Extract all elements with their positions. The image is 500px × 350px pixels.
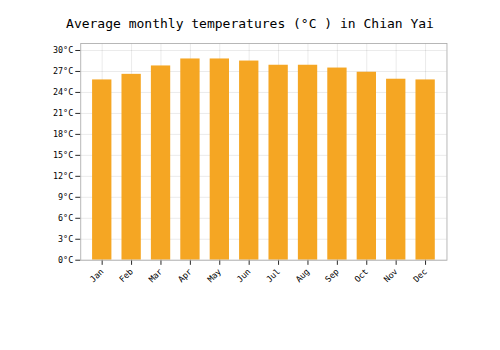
svg-text:Dec: Dec [411,266,429,284]
svg-text:Jul: Jul [264,266,282,284]
svg-text:27°C: 27°C [53,66,73,76]
svg-text:24°C: 24°C [53,87,73,97]
svg-text:6°C: 6°C [58,213,73,223]
svg-text:3°C: 3°C [58,234,73,244]
svg-text:Apr: Apr [176,266,194,284]
html-text:Average monthly temperatures (: Average monthly temperatures (°C ) in Ch… [66,16,434,31]
svg-text:30°C: 30°C [53,45,73,55]
svg-text:Sep: Sep [323,266,341,284]
svg-text:21°C: 21°C [53,108,73,118]
svg-text:Aug: Aug [293,266,311,284]
svg-text:Nov: Nov [382,266,400,284]
svg-text:0°C: 0°C [58,255,73,265]
svg-text:Jun: Jun [235,266,253,284]
svg-text:9°C: 9°C [58,192,73,202]
svg-text:18°C: 18°C [53,129,73,139]
svg-text:Mar: Mar [147,266,165,284]
svg-text:15°C: 15°C [53,150,73,160]
svg-text:Oct: Oct [352,266,370,284]
svg-text:May: May [205,266,223,284]
svg-text:Jan: Jan [88,266,106,284]
svg-text:12°C: 12°C [53,171,73,181]
svg-text:Feb: Feb [117,266,135,284]
